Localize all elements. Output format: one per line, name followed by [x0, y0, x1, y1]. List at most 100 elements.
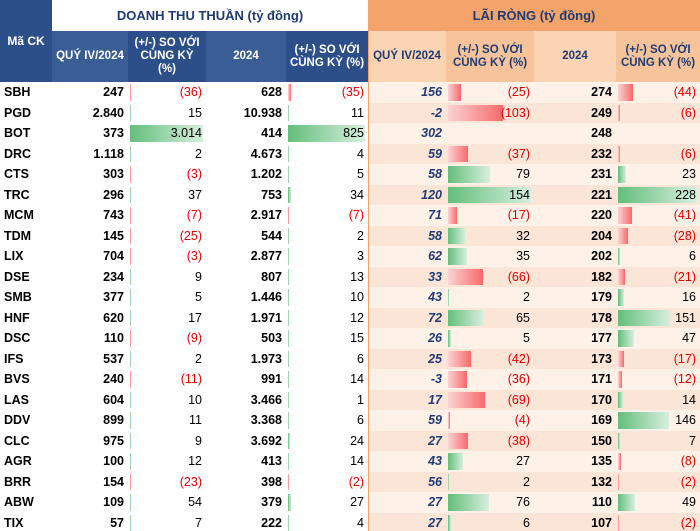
profit-year-change-cell: (12): [616, 369, 700, 390]
profit-year-cell: 110: [534, 492, 616, 513]
cell-text: 27: [350, 495, 364, 510]
profit-year-change-cell: (17): [616, 348, 700, 369]
profit-year-cell: 232: [534, 143, 616, 164]
cell-text: 6: [357, 351, 364, 366]
cell-text: 120: [421, 187, 442, 202]
cell-text: 154: [103, 474, 124, 489]
cell-text: (25): [179, 228, 202, 243]
profit-quarter-change-cell: (25): [446, 82, 534, 103]
negative-bar: [448, 84, 462, 101]
cell-text: 220: [591, 208, 612, 223]
positive-bar: [130, 514, 132, 531]
positive-bar: [448, 514, 452, 531]
positive-bar: [618, 166, 626, 183]
cell-text: (66): [507, 269, 530, 284]
profit-year-change-cell: (6): [616, 102, 700, 123]
table-row: BVS 240 (11) 991 14 -3 (36) 171 (12): [0, 369, 700, 390]
profit-quarter-change-cell: 154: [446, 184, 534, 205]
table-row: LAS 604 10 3.466 1 17 (69) 170 14: [0, 389, 700, 411]
cell-text: (42): [507, 351, 530, 366]
negative-bar: [618, 104, 621, 121]
revenue-year-cell: 398: [206, 472, 286, 493]
cell-text: TDM: [4, 228, 32, 243]
profit-year-change-cell: [616, 123, 700, 144]
profit-quarter-cell: 58: [368, 164, 446, 185]
cell-text: 704: [103, 249, 124, 264]
cell-text: 807: [261, 269, 282, 284]
profit-year-change-cell: 47: [616, 328, 700, 349]
negative-bar: [618, 207, 633, 224]
profit-quarter-change-cell: [446, 123, 534, 144]
cell-text: 14: [350, 454, 364, 469]
positive-bar: [130, 125, 204, 142]
revenue-quarter-change-cell: 10: [128, 390, 206, 411]
profit-quarter-cell: 17: [368, 389, 446, 410]
profit-year-change-cell: 151: [616, 307, 700, 328]
cell-text: 146: [675, 413, 696, 428]
revenue-year-change-cell: 6: [286, 410, 368, 431]
revenue-year-cell: 628: [206, 82, 286, 103]
positive-bar: [288, 186, 292, 203]
cell-text: 4.673: [250, 146, 282, 161]
revenue-quarter-cell: 1.118: [52, 144, 128, 165]
cell-text: 169: [591, 413, 612, 428]
cell-text: SMB: [4, 290, 32, 305]
cell-text: (38): [507, 433, 530, 448]
revenue-quarter-cell: 975: [52, 431, 128, 452]
table-row: CTS 303 (3) 1.202 5 58 79 231 23: [0, 164, 700, 185]
profit-year-cell: 169: [534, 410, 616, 431]
profit-year-cell: 231: [534, 164, 616, 185]
profit-year-change-cell: 23: [616, 164, 700, 185]
cell-text: 171: [591, 372, 612, 387]
profit-year-cell: 202: [534, 246, 616, 267]
table-row: DSC 110 (9) 503 15 26 5 177 47: [0, 328, 700, 349]
cell-text: 303: [103, 167, 124, 182]
revenue-year-cell: 3.368: [206, 410, 286, 431]
profit-quarter-cell: 71: [368, 205, 446, 226]
cell-text: 3.014: [170, 126, 202, 141]
profit-quarter-cell: 59: [368, 143, 446, 164]
profit-year-cell: 179: [534, 287, 616, 308]
cell-text: 10.938: [243, 105, 282, 120]
profit-quarter-change-cell: (38): [446, 430, 534, 451]
negative-bar: [130, 227, 132, 244]
profit-quarter-cell: -2: [368, 102, 446, 123]
ticker-cell: SMB: [0, 287, 52, 308]
positive-bar: [288, 227, 290, 244]
cell-text: (7): [348, 208, 364, 223]
positive-bar: [448, 453, 463, 470]
ticker-cell: LAS: [0, 390, 52, 411]
profit-quarter-change-cell: (36): [446, 369, 534, 390]
cell-text: 1.973: [250, 351, 282, 366]
cell-text: 79: [516, 167, 530, 182]
revenue-quarter-change-cell: (3): [128, 246, 206, 267]
profit-year-change-cell: 14: [616, 389, 700, 410]
negative-bar: [618, 84, 634, 101]
profit-quarter-change-cell: 76: [446, 492, 534, 513]
revenue-quarter-cell: 2.840: [52, 103, 128, 124]
revenue-quarter-cell: 247: [52, 82, 128, 103]
cell-text: 15: [188, 105, 202, 120]
cell-text: 151: [675, 310, 696, 325]
table-row: HNF 620 17 1.971 12 72 65 178 151: [0, 307, 700, 328]
positive-bar: [618, 289, 624, 306]
profit-year-change-cell: 16: [616, 287, 700, 308]
revenue-year-change-cell: 13: [286, 267, 368, 288]
cell-text: AGR: [4, 454, 32, 469]
table-row: TDM 145 (25) 544 2 58 32 204 (28): [0, 225, 700, 247]
cell-text: 231: [591, 167, 612, 182]
positive-bar: [618, 412, 669, 429]
cell-text: IFS: [4, 351, 24, 366]
cell-text: 57: [110, 515, 124, 530]
revenue-quarter-cell: 240: [52, 369, 128, 390]
cell-text: -3: [430, 372, 442, 387]
positive-bar: [130, 453, 132, 470]
positive-bar: [130, 432, 132, 449]
positive-bar: [288, 330, 290, 347]
table-row: CLC 975 9 3.692 24 27 (38) 150 7: [0, 430, 700, 452]
cell-text: 204: [591, 228, 612, 243]
revenue-year-change-cell: 2: [286, 226, 368, 247]
positive-bar: [288, 350, 290, 367]
cell-text: (2): [348, 474, 364, 489]
profit-year-change-cell: (28): [616, 225, 700, 246]
